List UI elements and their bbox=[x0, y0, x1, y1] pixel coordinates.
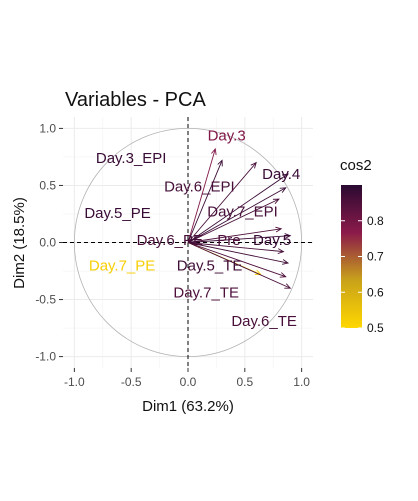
variable-label: Day.6_EPI bbox=[164, 179, 235, 196]
arrowhead bbox=[279, 272, 287, 278]
variable-label: Day.3 bbox=[208, 127, 246, 144]
variable-label: Day.7_TE bbox=[173, 285, 239, 302]
arrow-day-5-pe bbox=[187, 187, 286, 243]
variable-label: Pre bbox=[217, 232, 240, 249]
y-axis-label: Dim2 (18.5%) bbox=[11, 197, 28, 289]
variable-label: Day.5_TE bbox=[177, 257, 243, 274]
arrowhead bbox=[275, 226, 283, 233]
y-tick-label: 0.5 bbox=[39, 178, 56, 192]
x-tick-label: 0.0 bbox=[180, 375, 197, 389]
x-tick-label: 0.5 bbox=[236, 375, 253, 389]
variable-label: Day.7_EPI bbox=[207, 204, 278, 221]
arrow-day-6-pe bbox=[187, 242, 284, 253]
chart-title: Variables - PCA bbox=[65, 89, 206, 111]
arrowhead bbox=[284, 283, 292, 289]
arrowhead bbox=[254, 269, 262, 275]
legend-colorbar bbox=[341, 185, 362, 328]
x-tick-label: 1.0 bbox=[293, 375, 310, 389]
x-tick-label: -0.5 bbox=[121, 375, 142, 389]
legend-tick-label: 0.8 bbox=[367, 214, 384, 228]
y-tick-label: -0.5 bbox=[35, 293, 56, 307]
arrowhead bbox=[277, 248, 285, 254]
arrow-pre bbox=[187, 228, 282, 243]
variable-label: Day.7_PE bbox=[89, 257, 155, 274]
legend-title: cos2 bbox=[340, 157, 372, 174]
arrow-day-5 bbox=[187, 235, 291, 243]
legend-tick-label: 0.7 bbox=[367, 250, 384, 264]
arrowhead bbox=[279, 187, 287, 193]
variable-label: Day.6_TE bbox=[231, 313, 297, 330]
variable-label: Day.5 bbox=[253, 232, 291, 249]
y-tick-label: 0.0 bbox=[39, 236, 56, 250]
arrowhead bbox=[284, 233, 292, 239]
x-tick-label: -1.0 bbox=[64, 375, 85, 389]
arrow-day-3-epi bbox=[187, 160, 223, 243]
y-tick-label: -1.0 bbox=[35, 350, 56, 364]
arrow-day-7-te bbox=[187, 242, 286, 278]
x-axis-label: Dim1 (63.2%) bbox=[142, 398, 234, 415]
arrow-day-4 bbox=[187, 173, 289, 243]
arrow-day-6-epi bbox=[187, 162, 257, 243]
variable-label: Day.3_EPI bbox=[96, 150, 167, 167]
arrowhead bbox=[217, 159, 223, 167]
variable-label: Day.5_PE bbox=[84, 205, 150, 222]
legend-tick-label: 0.5 bbox=[367, 321, 384, 335]
plot-area: Day.3Day.3_EPIDay.4Day.6_EPIDay.7_EPIDay… bbox=[35, 117, 313, 389]
arrow-day-7-epi bbox=[187, 198, 280, 243]
arrow-day-6-te bbox=[187, 242, 291, 289]
variable-label: Day.4 bbox=[262, 166, 300, 183]
color-legend: cos2 0.5 0.6 0.7 0.8 bbox=[340, 157, 384, 335]
arrowhead bbox=[282, 259, 290, 265]
arrowhead bbox=[272, 198, 280, 205]
variable-label: Day.6_PE bbox=[137, 232, 203, 249]
arrow-day-3 bbox=[187, 148, 216, 243]
arrowhead bbox=[211, 147, 217, 155]
y-tick-label: 1.0 bbox=[39, 121, 56, 135]
arrowhead bbox=[282, 173, 289, 180]
arrowhead bbox=[250, 161, 257, 169]
arrow-day-5-te bbox=[187, 242, 289, 264]
legend-tick-label: 0.6 bbox=[367, 285, 384, 299]
